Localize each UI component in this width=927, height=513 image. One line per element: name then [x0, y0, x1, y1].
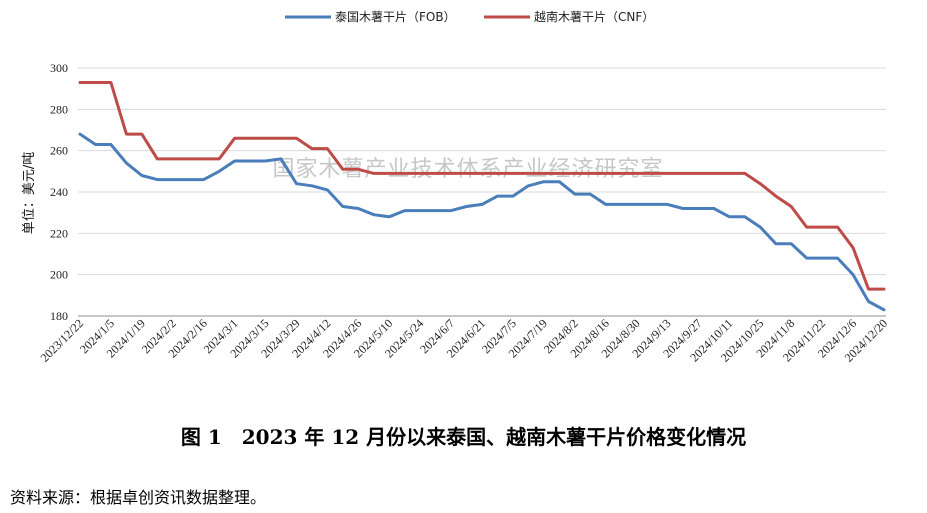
legend-label-thailand: 泰国木薯干片（FOB）	[335, 10, 456, 24]
legend-label-vietnam: 越南木薯干片（CNF）	[534, 9, 654, 24]
series-lines	[78, 81, 886, 312]
y-axis-label: 单位：美元/吨	[22, 152, 37, 234]
y-tick-label: 180	[50, 309, 68, 323]
source-note: 资料来源：根据卓创资讯数据整理。	[10, 488, 267, 507]
y-axis: 180 200 220 240 260 280 300	[50, 61, 68, 323]
y-tick-label: 200	[50, 268, 68, 282]
legend: 泰国木薯干片（FOB） 越南木薯干片（CNF）	[285, 9, 654, 24]
figure-caption: 图 1 2023 年 12 月份以来泰国、越南木薯干片价格变化情况	[180, 425, 747, 449]
y-tick-label: 220	[50, 226, 68, 240]
x-axis: 2023/12/222024/1/52024/1/192024/2/22024/…	[38, 316, 891, 365]
y-tick-label: 300	[50, 61, 68, 75]
y-tick-label: 280	[50, 102, 68, 116]
x-tick-label: 2023/12/22	[38, 316, 87, 365]
series-line-thailand	[78, 132, 886, 312]
series-line-vietnam	[78, 81, 886, 291]
grid-lines	[78, 67, 886, 317]
line-chart: 180 200 220 240 260 280 300 2023/12/222024/1/5…	[22, 9, 891, 365]
watermark-text: 国家木薯产业技术体系产业经济研究室	[272, 157, 663, 182]
y-tick-label: 260	[50, 144, 68, 158]
y-tick-label: 240	[50, 185, 68, 199]
